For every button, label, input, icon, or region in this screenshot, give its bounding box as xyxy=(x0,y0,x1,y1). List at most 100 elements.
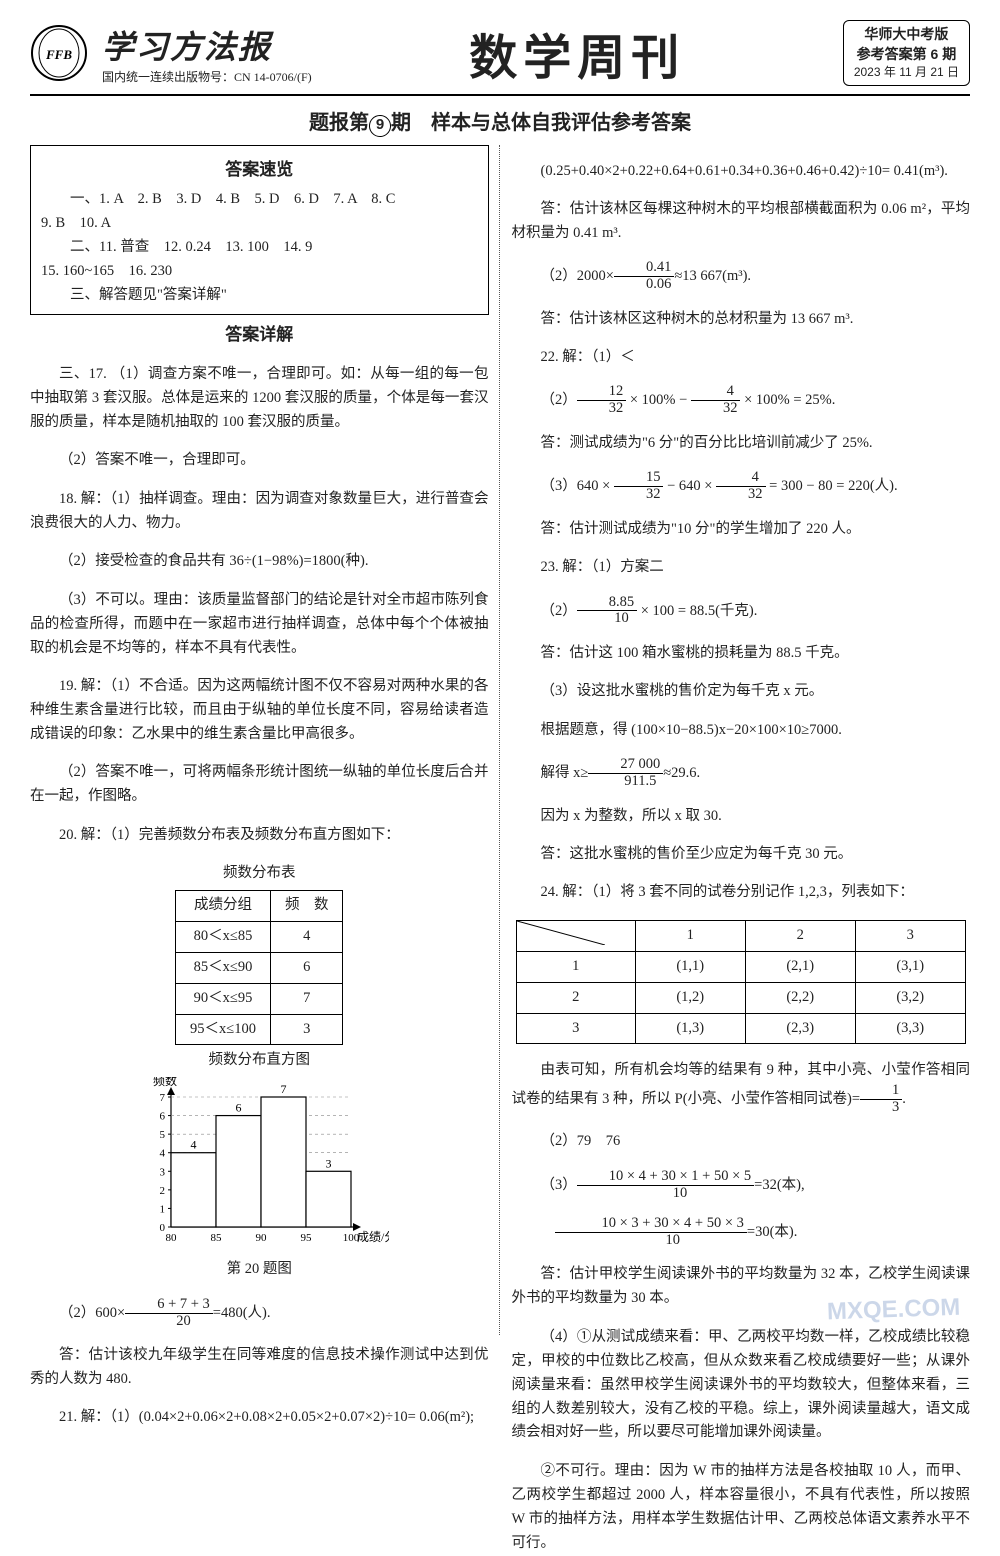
edition-box: 华师大中考版 参考答案第 6 期 2023 年 11 月 21 日 xyxy=(843,20,970,86)
paper-name: 学习方法报 xyxy=(102,22,272,68)
page-subtitle: 题报第9期 样本与总体自我评估参考答案 xyxy=(30,106,970,137)
q23-3d: 因为 x 为整数，所以 x 取 30. xyxy=(512,805,971,829)
svg-text:95: 95 xyxy=(301,1232,313,1244)
svg-text:4: 4 xyxy=(160,1148,166,1160)
overview-line1b: 9. B 10. A xyxy=(41,212,478,236)
text: （2）2000× xyxy=(541,268,614,284)
pair-cell: (1,3) xyxy=(635,1013,745,1044)
q18-3: （3）不可以。理由：该质量监督部门的结论是针对全市超市陈列食品的检查所得，而题中… xyxy=(30,589,489,661)
q18-1: 18. 解：（1）抽样调查。理由：因为调查对象数量巨大，进行普查会浪费很大的人力… xyxy=(30,488,489,536)
publisher-logo: FFB xyxy=(30,24,88,82)
denominator: 10 xyxy=(555,1233,747,1249)
numerator: 15 xyxy=(614,470,664,487)
text: × 100% − xyxy=(626,392,691,408)
subtitle-suffix: 期 样本与总体自我评估参考答案 xyxy=(391,112,691,134)
svg-text:3: 3 xyxy=(326,1157,332,1171)
q24-4b: ②不可行。理由：因为 W 市的抽样方法是各校抽取 10 人，而甲、乙两校学生都超… xyxy=(512,1460,971,1556)
q21-ans2: 答：估计该林区这种树木的总材积量为 13 667 m³. xyxy=(512,308,971,332)
q23-ans3: 答：这批水蜜桃的售价至少应定为每千克 30 元。 xyxy=(512,843,971,867)
overview-line2: 二、11. 普查 12. 0.24 13. 100 14. 9 xyxy=(41,236,478,260)
answer-overview-box: 答案速览 一、1. A 2. B 3. D 4. B 5. D 6. D 7. … xyxy=(30,145,489,315)
fraction: 432 xyxy=(716,470,766,503)
svg-text:3: 3 xyxy=(160,1167,166,1179)
text: × 100 = 88.5(千克). xyxy=(637,602,757,618)
denominator: 32 xyxy=(716,487,766,503)
svg-text:FFB: FFB xyxy=(45,47,72,62)
q24-3: （3）10 × 4 + 30 × 1 + 50 × 510=32(本), xyxy=(512,1169,971,1202)
pair-table: 1 2 3 1(1,1)(2,1)(3,1) 2(1,2)(2,2)(3,2) … xyxy=(516,920,966,1045)
q20-ans: 答：估计该校九年级学生在同等难度的信息技术操作测试中达到优秀的人数为 480. xyxy=(30,1344,489,1392)
text: ≈13 667(m³). xyxy=(674,268,751,284)
pair-cell: 1 xyxy=(516,951,635,982)
svg-text:90: 90 xyxy=(256,1232,268,1244)
svg-text:2: 2 xyxy=(160,1185,166,1197)
q24-1: 24. 解：（1）将 3 套不同的试卷分别记作 1,2,3，列表如下： xyxy=(512,881,971,905)
fraction: 10 × 4 + 30 × 1 + 50 × 510 xyxy=(577,1169,754,1202)
fraction: 432 xyxy=(691,384,741,417)
q23-ans2: 答：估计这 100 箱水蜜桃的损耗量为 88.5 千克。 xyxy=(512,642,971,666)
frequency-table: 成绩分组 频 数 80＜x≤854 85＜x≤906 90＜x≤957 95＜x… xyxy=(175,890,343,1046)
numerator: 12 xyxy=(577,384,627,401)
svg-text:5: 5 xyxy=(160,1130,166,1142)
pair-cell: (3,3) xyxy=(855,1013,965,1044)
text: =30(本). xyxy=(747,1224,797,1240)
freq-cell: 6 xyxy=(270,952,343,983)
denominator: 0.06 xyxy=(614,277,674,293)
edition-line1: 华师大中考版 xyxy=(854,25,959,45)
subtitle-prefix: 题报第 xyxy=(309,112,369,134)
overview-heading: 答案速览 xyxy=(41,156,478,184)
q24-2: （2）79 76 xyxy=(512,1130,971,1154)
q22-3: （3）640 × 1532 − 640 × 432 = 300 − 80 = 2… xyxy=(512,470,971,503)
pair-cell: 3 xyxy=(516,1013,635,1044)
fraction: 1232 xyxy=(577,384,627,417)
denominator: 32 xyxy=(614,487,664,503)
q23-1: 23. 解：（1）方案二 xyxy=(512,556,971,580)
text: . xyxy=(902,1091,906,1107)
freq-cell: 7 xyxy=(270,983,343,1014)
svg-text:1: 1 xyxy=(160,1204,166,1216)
text: − 640 × xyxy=(663,478,716,494)
issn: 国内统一连续出版物号：CN 14-0706/(F) xyxy=(102,68,312,85)
text: （2）600× xyxy=(59,1305,125,1321)
numerator: 27 000 xyxy=(588,757,663,774)
numerator: 10 × 3 + 30 × 4 + 50 × 3 xyxy=(555,1216,747,1233)
svg-text:7: 7 xyxy=(281,1082,287,1096)
freq-th-1: 频 数 xyxy=(270,890,343,921)
q24-3-line2: 10 × 3 + 30 × 4 + 50 × 310=30(本). xyxy=(512,1216,971,1249)
pair-cell: 2 xyxy=(516,982,635,1013)
edition-date: 2023 年 11 月 21 日 xyxy=(854,64,959,81)
svg-text:4: 4 xyxy=(191,1138,197,1152)
numerator: 0.41 xyxy=(614,260,674,277)
denominator: 32 xyxy=(691,401,741,417)
q24-4a: （4）①从测试成绩来看：甲、乙两校平均数一样，乙校成绩比较稳定，甲校的中位数比乙… xyxy=(512,1326,971,1446)
pair-cell: (3,2) xyxy=(855,982,965,1013)
fraction: 0.410.06 xyxy=(614,260,674,293)
freq-table-caption: 频数分布表 xyxy=(30,862,489,886)
denominator: 32 xyxy=(577,401,627,417)
q22-1: 22. 解：（1）＜ xyxy=(512,346,971,370)
q22-ans2: 答：测试成绩为"6 分"的百分比比培训前减少了 25%. xyxy=(512,432,971,456)
right-column: (0.25+0.40×2+0.22+0.64+0.61+0.34+0.36+0.… xyxy=(500,145,971,1335)
pair-cell: (2,2) xyxy=(745,982,855,1013)
overview-line3: 三、解答题见"答案详解" xyxy=(41,284,478,308)
paper-name-block: 学习方法报 国内统一连续出版物号：CN 14-0706/(F) xyxy=(102,22,312,85)
svg-text:6: 6 xyxy=(160,1111,166,1123)
text: 解得 x≥ xyxy=(541,765,589,781)
pair-th xyxy=(516,920,635,951)
denominator: 3 xyxy=(860,1100,902,1116)
hist-fig-label: 第 20 题图 xyxy=(30,1258,489,1282)
numerator: 4 xyxy=(716,470,766,487)
pair-th: 2 xyxy=(745,920,855,951)
text: （3） xyxy=(541,1176,577,1192)
text: （3）640 × xyxy=(541,478,614,494)
svg-text:85: 85 xyxy=(211,1232,223,1244)
masthead: FFB 学习方法报 国内统一连续出版物号：CN 14-0706/(F) 数学周刊… xyxy=(30,18,970,96)
svg-text:80: 80 xyxy=(166,1232,178,1244)
q21-1b: (0.25+0.40×2+0.22+0.64+0.61+0.34+0.36+0.… xyxy=(512,160,971,184)
overview-line2b: 15. 160~165 16. 230 xyxy=(41,260,478,284)
fraction: 1532 xyxy=(614,470,664,503)
hist-caption: 频数分布直方图 xyxy=(30,1049,489,1073)
fraction: 10 × 3 + 30 × 4 + 50 × 310 xyxy=(555,1216,747,1249)
fraction: 6 + 7 + 320 xyxy=(125,1297,213,1330)
q18-2: （2）接受检查的食品共有 36÷(1−98%)=1800(种). xyxy=(30,550,489,574)
